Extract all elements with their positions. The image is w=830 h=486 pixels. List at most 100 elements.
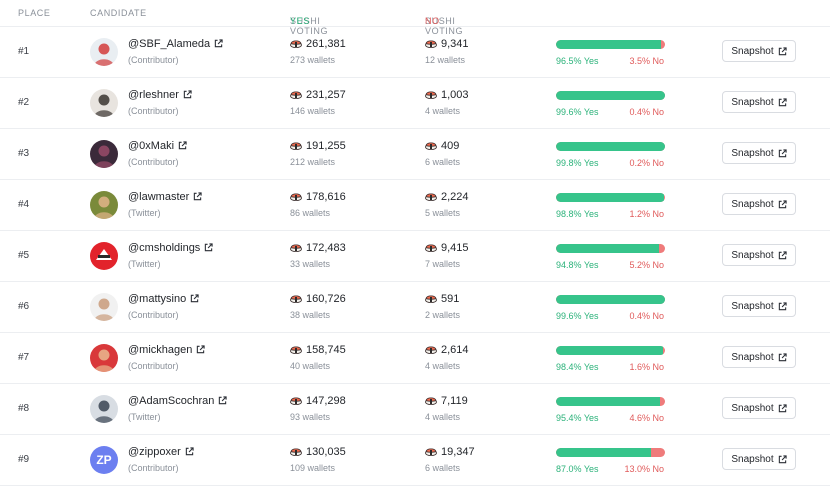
yes-wallet-count: 273 wallets — [290, 55, 336, 65]
avatar-photo — [94, 94, 114, 117]
candidate-handle-link[interactable]: @cmsholdings — [128, 242, 201, 254]
candidate-cell: @zippoxer (Contributor) — [128, 446, 194, 473]
candidate-handle-link[interactable]: @rleshner — [128, 89, 179, 101]
external-link-icon[interactable] — [190, 294, 199, 303]
snapshot-button[interactable]: Snapshot — [722, 346, 796, 368]
sushi-icon — [290, 397, 302, 405]
yes-vote-count: 231,257 — [306, 89, 346, 101]
yes-wallet-count: 212 wallets — [290, 157, 336, 167]
yes-percentage: 99.8% Yes — [556, 158, 599, 168]
candidate-cell: @0xMaki (Contributor) — [128, 140, 187, 167]
candidate-handle-link[interactable]: @SBF_Alameda — [128, 38, 211, 50]
avatar-logo-icon — [96, 249, 112, 260]
candidate-handle-link[interactable]: @0xMaki — [128, 140, 175, 152]
vote-ratio-bar — [556, 142, 665, 151]
external-link-icon[interactable] — [204, 243, 213, 252]
avatar-photo — [94, 145, 114, 168]
place-rank: #8 — [18, 403, 30, 414]
sushi-icon — [425, 142, 437, 150]
place-rank: #2 — [18, 97, 30, 108]
yes-percentage: 96.5% Yes — [556, 56, 599, 66]
snapshot-button-label: Snapshot — [731, 147, 774, 159]
sushi-icon — [425, 40, 437, 48]
external-link-icon — [778, 250, 787, 259]
table-row: #6 @mattysino (Contributor) 160,726 38 w… — [0, 282, 830, 333]
sushi-icon — [425, 346, 437, 354]
snapshot-button-label: Snapshot — [731, 453, 774, 465]
candidate-role: (Contributor) — [128, 157, 179, 167]
vote-ratio-bar-yes-fill — [556, 448, 651, 457]
yes-wallet-count: 93 wallets — [290, 412, 331, 422]
no-wallet-count: 4 wallets — [425, 412, 461, 422]
external-link-icon — [778, 199, 787, 208]
candidate-handle-link[interactable]: @zippoxer — [128, 446, 181, 458]
external-link-icon — [778, 97, 787, 106]
no-votes-cell: 409 6 wallets — [425, 140, 460, 167]
yes-votes-cell: 178,616 86 wallets — [290, 191, 346, 218]
yes-vote-count: 160,726 — [306, 293, 346, 305]
external-link-icon[interactable] — [193, 192, 202, 201]
candidate-cell: @cmsholdings (Twitter) — [128, 242, 213, 269]
snapshot-button[interactable]: Snapshot — [722, 40, 796, 62]
no-vote-count: 9,341 — [441, 38, 469, 50]
no-wallet-count: 2 wallets — [425, 310, 461, 320]
no-wallet-count: 4 wallets — [425, 361, 461, 371]
no-wallet-count: 5 wallets — [425, 208, 461, 218]
external-link-icon[interactable] — [196, 345, 206, 354]
snapshot-button[interactable]: Snapshot — [722, 142, 796, 164]
vote-ratio-bar — [556, 40, 665, 49]
candidate-role: (Twitter) — [128, 208, 161, 218]
yes-votes-cell: 231,257 146 wallets — [290, 89, 346, 116]
snapshot-button[interactable]: Snapshot — [722, 244, 796, 266]
sushi-icon — [425, 295, 437, 303]
vote-ratio-bar-yes-fill — [556, 91, 665, 100]
place-rank: #3 — [18, 148, 30, 159]
external-link-icon[interactable] — [218, 396, 228, 405]
external-link-icon[interactable] — [214, 39, 223, 48]
no-wallet-count: 12 wallets — [425, 55, 466, 65]
sushi-icon — [290, 448, 302, 456]
candidate-role: (Contributor) — [128, 55, 179, 65]
table-row: #2 @rleshner (Contributor) 231,257 146 w… — [0, 78, 830, 129]
external-link-icon[interactable] — [183, 90, 192, 99]
yes-wallet-count: 109 wallets — [290, 463, 336, 473]
snapshot-button[interactable]: Snapshot — [722, 448, 796, 470]
table-header: PLACE CANDIDATE SUSHI VOTING YES SUSHI V… — [0, 0, 830, 36]
yes-wallet-count: 146 wallets — [290, 106, 336, 116]
candidate-role: (Contributor) — [128, 361, 179, 371]
table-row: #3 @0xMaki (Contributor) 191,255 212 wal… — [0, 129, 830, 180]
no-votes-cell: 2,614 4 wallets — [425, 344, 469, 371]
no-votes-cell: 19,347 6 wallets — [425, 446, 475, 473]
no-votes-cell: 9,341 12 wallets — [425, 38, 469, 65]
vote-ratio-bar-yes-fill — [556, 40, 662, 49]
snapshot-button[interactable]: Snapshot — [722, 91, 796, 113]
no-percentage: 13.0% No — [624, 464, 664, 474]
snapshot-button[interactable]: Snapshot — [722, 193, 796, 215]
yes-vote-count: 191,255 — [306, 140, 346, 152]
yes-votes-cell: 130,035 109 wallets — [290, 446, 346, 473]
yes-percentage: 99.6% Yes — [556, 311, 599, 321]
external-link-icon — [778, 148, 787, 157]
candidate-handle-link[interactable]: @mickhagen — [128, 344, 193, 356]
table-row: #8 @AdamScochran (Twitter) 147,298 93 wa… — [0, 384, 830, 435]
yes-vote-count: 130,035 — [306, 446, 346, 458]
external-link-icon[interactable] — [178, 141, 187, 150]
yes-percentage: 94.8% Yes — [556, 260, 599, 270]
yes-vote-count: 178,616 — [306, 191, 346, 203]
avatar — [90, 140, 118, 168]
candidate-role: (Contributor) — [128, 463, 179, 473]
sushi-icon — [425, 193, 437, 201]
vote-ratio-bar — [556, 346, 665, 355]
avatar: ZP — [90, 446, 118, 474]
no-vote-count: 591 — [441, 293, 460, 305]
vote-ratio-bar — [556, 448, 665, 457]
snapshot-button-label: Snapshot — [731, 351, 774, 363]
sushi-icon — [425, 448, 437, 456]
candidate-handle-link[interactable]: @AdamScochran — [128, 395, 215, 407]
candidate-handle-link[interactable]: @lawmaster — [128, 191, 190, 203]
no-percentage: 5.2% No — [629, 260, 664, 270]
candidate-handle-link[interactable]: @mattysino — [128, 293, 187, 305]
snapshot-button[interactable]: Snapshot — [722, 397, 796, 419]
external-link-icon[interactable] — [185, 447, 194, 456]
snapshot-button[interactable]: Snapshot — [722, 295, 796, 317]
